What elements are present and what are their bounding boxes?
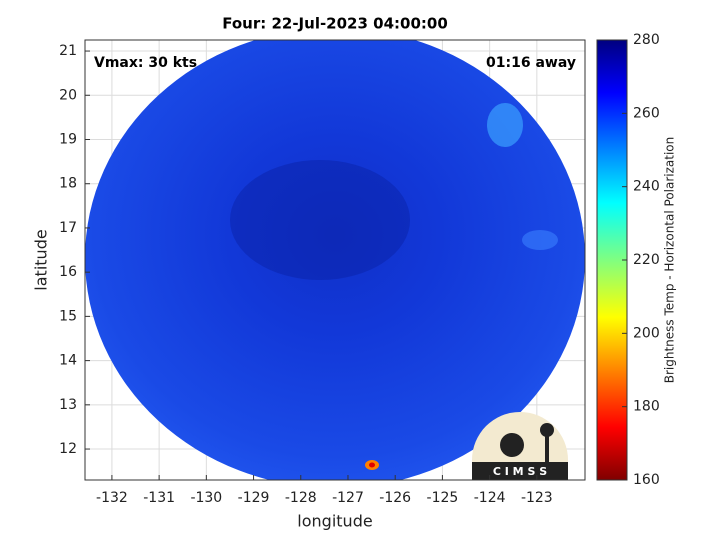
x-tick-label: -131: [143, 490, 175, 506]
y-axis-label: latitude: [32, 229, 51, 290]
annotation: 01:16 away: [486, 55, 576, 71]
y-tick-label: 21: [59, 43, 77, 59]
colorbar-tick-label: 180: [633, 399, 660, 415]
x-tick-label: -132: [96, 490, 128, 506]
colorbar-tick-label: 200: [633, 325, 660, 341]
colorbar-label: Brightness Temp - Horizontal Polarizatio…: [663, 137, 677, 384]
y-tick-label: 18: [59, 176, 77, 192]
y-tick-label: 13: [59, 397, 77, 413]
x-tick-label: -128: [285, 490, 317, 506]
x-tick-label: -129: [238, 490, 270, 506]
annotation: Vmax: 30 kts: [94, 55, 197, 71]
warm-patch: [487, 103, 523, 147]
cold-region: [230, 160, 410, 280]
chart-title: Four: 22-Jul-2023 04:00:00: [222, 15, 448, 33]
x-axis-label: longitude: [297, 512, 372, 531]
y-tick-label: 16: [59, 264, 77, 280]
x-tick-label: -127: [332, 490, 364, 506]
axes-frame: [84, 39, 586, 481]
y-tick-label: 19: [59, 131, 77, 147]
x-tick-label: -123: [521, 490, 553, 506]
colorbar-tick-label: 220: [633, 252, 660, 268]
x-tick-label: -126: [379, 490, 411, 506]
x-tick-label: -125: [427, 490, 459, 506]
y-tick-label: 15: [59, 308, 77, 324]
warm-patch: [522, 230, 558, 250]
colorbar-tick-label: 260: [633, 105, 660, 121]
y-tick-label: 12: [59, 441, 77, 457]
y-tick-label: 17: [59, 220, 77, 236]
cimss-logo: C I M S S: [472, 412, 568, 480]
x-tick-label: -124: [474, 490, 506, 506]
hot-spot: [369, 462, 375, 468]
x-tick-label: -130: [190, 490, 222, 506]
colorbar-tick-label: 280: [633, 32, 660, 48]
logo-text: C I M S S: [493, 465, 547, 478]
y-tick-label: 20: [59, 87, 77, 103]
colorbar-tick-label: 240: [633, 179, 660, 195]
colorbar-tick-label: 160: [633, 472, 660, 488]
satellite-image: [85, 40, 585, 480]
y-tick-label: 14: [59, 353, 77, 369]
